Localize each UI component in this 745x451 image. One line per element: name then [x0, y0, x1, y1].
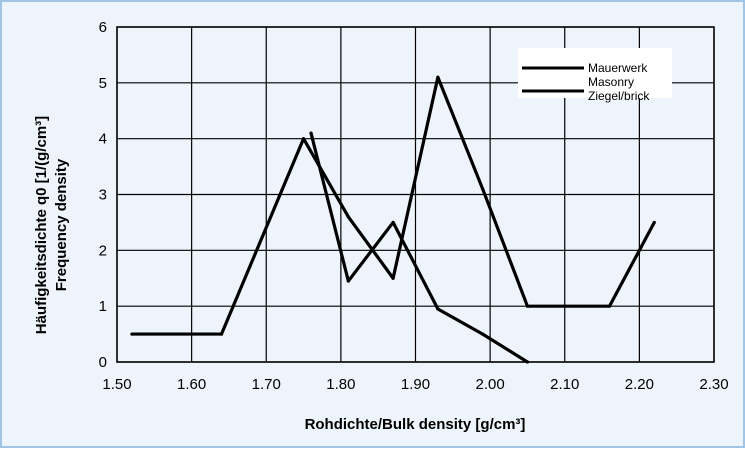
y-axis-title-line1: Häufigkeitsdichte q0 [1/(g/cm³]: [33, 116, 50, 334]
data-point: [391, 276, 395, 280]
x-tick-label: 1.70: [252, 376, 281, 393]
x-tick-label: 1.90: [401, 376, 430, 393]
x-tick-label: 2.20: [625, 376, 654, 393]
data-point: [219, 332, 224, 336]
series-line-2: [309, 132, 529, 364]
data-point: [525, 304, 530, 308]
data-point: [436, 307, 440, 311]
x-tick-label: 2.30: [699, 376, 728, 393]
x-tick-label: 1.50: [102, 376, 131, 393]
y-tick-labels: 0 1 2 3 4 5 6: [99, 19, 107, 371]
legend-label-ziegel: Ziegel/brick: [588, 89, 650, 103]
y-tick-label: 1: [99, 298, 107, 315]
series-line-1: [131, 75, 656, 336]
data-point: [130, 332, 134, 336]
plot-border: [116, 26, 715, 363]
x-axis-title: Rohdichte/Bulk density [g/cm³]: [305, 416, 526, 433]
y-tick-label: 5: [99, 75, 107, 92]
data-point: [346, 279, 350, 283]
x-tick-label: 1.80: [326, 376, 355, 393]
data-point: [563, 304, 567, 308]
series-layer: [130, 75, 656, 364]
y-tick-label: 6: [99, 19, 107, 36]
data-point: [301, 137, 306, 141]
x-tick-label: 1.60: [177, 376, 206, 393]
y-tick-label: 3: [99, 187, 107, 204]
data-point: [391, 220, 395, 225]
y-axis-title-line2: Frequency density: [53, 158, 70, 291]
data-point: [481, 332, 485, 336]
legend-label-masonry: Masonry: [588, 75, 634, 89]
x-tick-labels: 1.50 1.60 1.70 1.80 1.90 2.00 2.10 2.20 2.30: [102, 376, 728, 393]
y-tick-label: 0: [99, 354, 107, 371]
x-tick-label: 2.00: [476, 376, 505, 393]
legend-label-mauerwerk: Mauerwerk: [588, 61, 648, 75]
data-point: [481, 187, 485, 191]
data-point: [525, 360, 530, 364]
data-point: [607, 304, 612, 308]
data-point: [309, 131, 313, 135]
y-tick-label: 2: [99, 242, 107, 259]
data-point: [436, 75, 440, 79]
data-point: [652, 220, 656, 225]
y-tick-label: 4: [99, 131, 107, 148]
data-point: [346, 215, 350, 219]
x-tick-label: 2.10: [550, 376, 579, 393]
line-chart: 1.50 1.60 1.70 1.80 1.90 2.00 2.10 2.20 2.30 0 1 2…: [33, 19, 729, 433]
